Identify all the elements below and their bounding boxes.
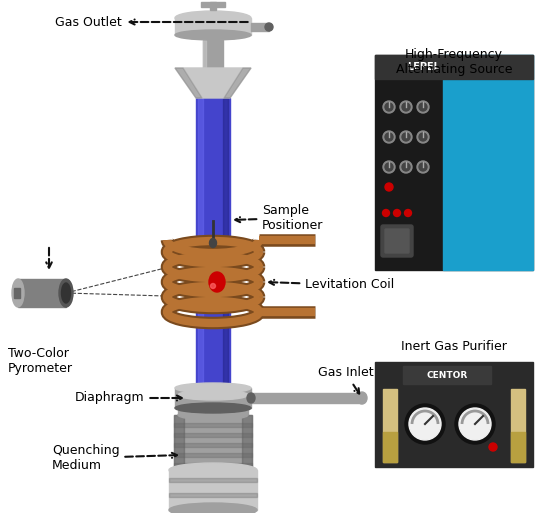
Ellipse shape <box>12 279 24 307</box>
Bar <box>203 40 206 68</box>
Text: Diaphragm: Diaphragm <box>75 391 182 404</box>
Bar <box>196 98 230 408</box>
Bar <box>251 393 362 403</box>
Bar <box>375 362 533 467</box>
Text: Levitation Coil: Levitation Coil <box>269 279 394 291</box>
FancyBboxPatch shape <box>385 229 409 253</box>
Bar <box>169 470 257 510</box>
Circle shape <box>417 101 429 113</box>
Bar <box>223 98 228 408</box>
Text: LEPEL: LEPEL <box>407 62 440 72</box>
Circle shape <box>405 404 445 444</box>
Bar <box>251 23 269 31</box>
Circle shape <box>402 103 410 111</box>
Circle shape <box>385 103 393 111</box>
Bar <box>403 366 491 384</box>
Circle shape <box>385 133 393 141</box>
Bar <box>178 395 248 415</box>
Bar <box>375 55 533 79</box>
Bar <box>174 423 252 427</box>
FancyBboxPatch shape <box>381 225 413 257</box>
Circle shape <box>419 133 427 141</box>
Text: High-Frequency
Alternating Source: High-Frequency Alternating Source <box>396 48 512 76</box>
Circle shape <box>419 103 427 111</box>
Bar <box>169 478 257 482</box>
Ellipse shape <box>169 463 257 477</box>
Circle shape <box>402 133 410 141</box>
Text: Two-Color
Pyrometer: Two-Color Pyrometer <box>8 347 73 375</box>
Bar <box>201 2 225 7</box>
Text: Gas Inlet: Gas Inlet <box>318 366 373 393</box>
Bar <box>511 389 525 462</box>
Ellipse shape <box>210 239 217 247</box>
Ellipse shape <box>265 23 273 31</box>
Ellipse shape <box>59 279 73 307</box>
Ellipse shape <box>175 403 251 413</box>
Polygon shape <box>224 68 251 98</box>
Circle shape <box>419 163 427 171</box>
Bar <box>175 388 251 408</box>
Bar <box>174 463 252 467</box>
Ellipse shape <box>211 284 216 288</box>
Circle shape <box>409 408 441 440</box>
Circle shape <box>417 131 429 143</box>
Bar <box>511 432 525 462</box>
Circle shape <box>417 161 429 173</box>
Ellipse shape <box>178 410 248 420</box>
Ellipse shape <box>178 390 248 400</box>
Circle shape <box>393 209 400 216</box>
Bar <box>242 415 252 470</box>
Circle shape <box>383 101 395 113</box>
Text: Inert Gas Purifier: Inert Gas Purifier <box>401 340 507 353</box>
Ellipse shape <box>175 30 251 40</box>
Bar <box>174 453 252 457</box>
Bar <box>175 18 251 35</box>
Bar <box>210 2 216 10</box>
Ellipse shape <box>175 383 251 393</box>
Bar <box>375 55 533 270</box>
Ellipse shape <box>62 283 70 303</box>
Text: Sample
Positioner: Sample Positioner <box>235 204 323 232</box>
Circle shape <box>402 163 410 171</box>
Ellipse shape <box>357 392 367 404</box>
Ellipse shape <box>209 272 225 292</box>
Text: CENTOR: CENTOR <box>426 370 468 380</box>
Circle shape <box>400 131 412 143</box>
Bar <box>174 415 184 470</box>
Bar <box>443 55 533 270</box>
Bar <box>383 389 397 462</box>
Circle shape <box>489 443 497 451</box>
Ellipse shape <box>169 503 257 513</box>
Circle shape <box>400 101 412 113</box>
Circle shape <box>383 131 395 143</box>
Circle shape <box>459 408 491 440</box>
Text: Gas Outlet: Gas Outlet <box>55 15 248 29</box>
Bar <box>174 415 252 470</box>
Circle shape <box>400 161 412 173</box>
Bar <box>198 98 203 408</box>
Bar <box>174 443 252 447</box>
Bar <box>174 433 252 437</box>
Text: Quenching
Medium: Quenching Medium <box>52 444 177 472</box>
Bar <box>203 40 223 68</box>
Ellipse shape <box>247 393 255 403</box>
Circle shape <box>404 209 411 216</box>
Bar <box>14 288 20 298</box>
Circle shape <box>455 404 495 444</box>
Bar <box>383 432 397 462</box>
Circle shape <box>385 183 393 191</box>
Polygon shape <box>175 68 202 98</box>
Ellipse shape <box>175 11 251 25</box>
Circle shape <box>382 209 389 216</box>
Bar <box>169 493 257 497</box>
Circle shape <box>385 163 393 171</box>
Circle shape <box>383 161 395 173</box>
Bar <box>18 279 66 307</box>
Polygon shape <box>175 68 251 98</box>
